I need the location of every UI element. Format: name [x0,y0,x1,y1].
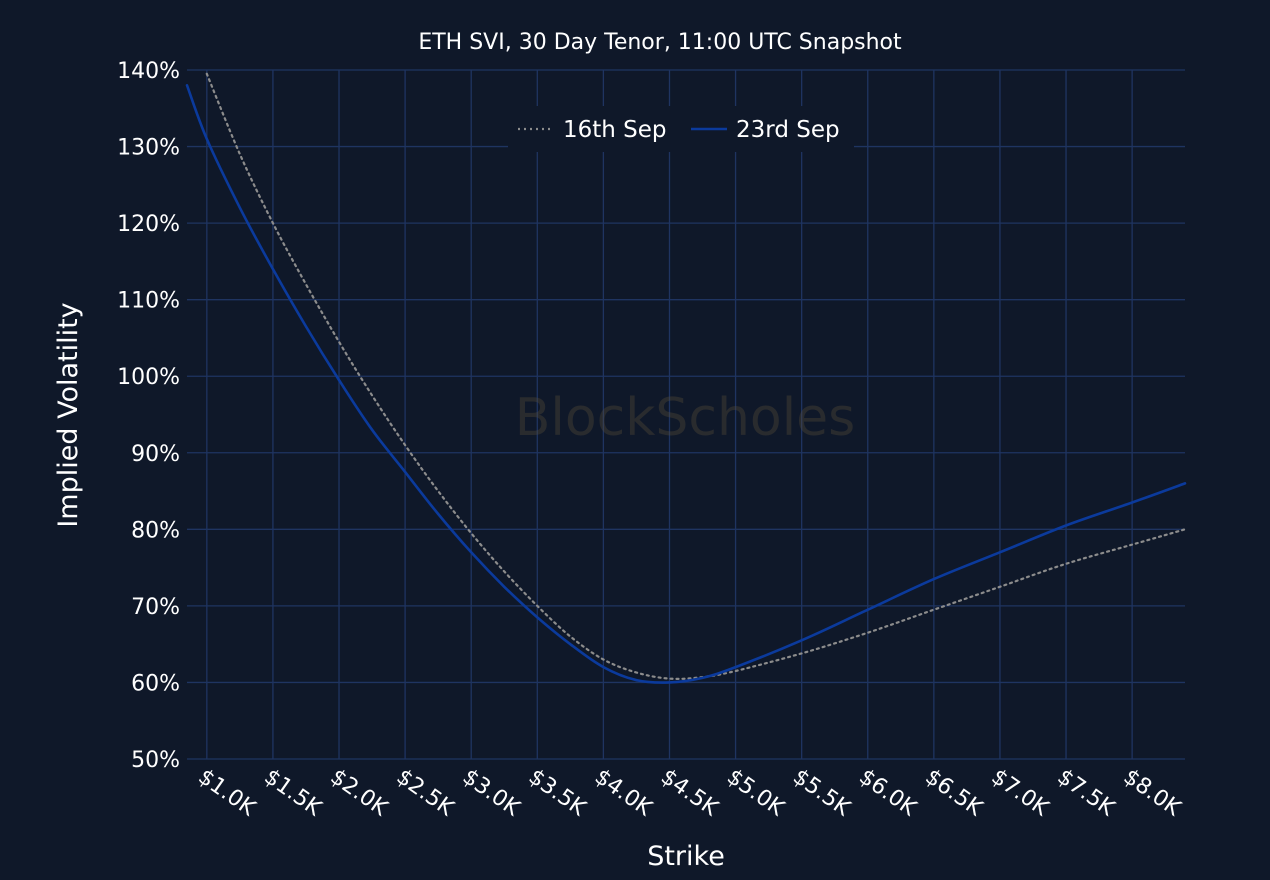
y-tick-label: 70% [131,595,180,620]
x-tick-label: $1.0K [193,764,260,821]
y-tick-label: 50% [131,748,180,773]
x-tick-label: $4.5K [656,764,723,821]
x-tick-label: $7.5K [1053,764,1120,821]
x-axis-ticks: $1.0K $1.5K $2.0K $2.5K $3.0K $3.5K $4.0K $4.5K… [193,764,1185,821]
legend-label-16th-sep: 16th Sep [563,117,667,143]
y-axis-label: Implied Volatility [53,302,84,527]
y-tick-label: 100% [117,365,180,390]
y-axis-ticks: 50% 60% 70% 80% 90% 100% 110% 120% 130% 140% [117,59,180,773]
y-tick-label: 120% [117,212,180,237]
grid [187,69,1185,760]
x-tick-label: $5.0K [722,764,789,821]
series-lines [185,72,1187,684]
x-tick-label: $6.5K [920,764,987,821]
x-tick-label: $4.0K [590,764,657,821]
series-line-23rd-sep [185,84,1187,684]
x-tick-label: $5.5K [788,764,855,821]
y-tick-label: 80% [131,518,180,543]
chart-title: ETH SVI, 30 Day Tenor, 11:00 UTC Snapsho… [418,30,902,55]
x-axis-label: Strike [647,841,725,872]
y-tick-label: 110% [117,289,180,314]
series-line-16th-sep [205,72,1187,680]
x-tick-label: $3.5K [524,764,591,821]
x-tick-label: $2.0K [326,764,393,821]
legend: 16th Sep 23rd Sep [508,106,854,152]
y-tick-label: 90% [131,442,180,467]
x-tick-label: $6.0K [854,764,921,821]
legend-background [508,106,854,152]
legend-label-23rd-sep: 23rd Sep [736,117,840,143]
y-tick-label: 60% [131,671,180,696]
y-tick-label: 130% [117,136,180,161]
x-tick-label: $7.0K [986,764,1053,821]
watermark-logo: BlockScholes [515,388,856,448]
y-tick-label: 140% [117,59,180,84]
x-tick-label: $1.5K [259,764,326,821]
x-tick-label: $2.5K [392,764,459,821]
x-tick-label: $3.0K [458,764,525,821]
x-tick-label: $8.0K [1119,764,1186,821]
